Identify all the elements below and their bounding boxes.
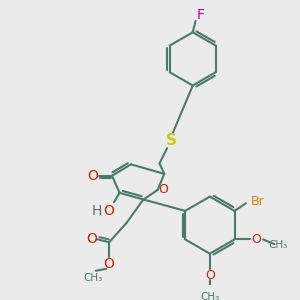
Text: H: H bbox=[92, 204, 102, 218]
Text: O: O bbox=[158, 184, 168, 196]
Text: O: O bbox=[104, 257, 115, 271]
Text: O: O bbox=[251, 233, 261, 246]
Text: F: F bbox=[196, 8, 204, 22]
Text: O: O bbox=[88, 169, 98, 183]
Text: S: S bbox=[165, 133, 176, 148]
Text: CH₃: CH₃ bbox=[268, 240, 288, 250]
Text: CH₃: CH₃ bbox=[83, 273, 103, 283]
Text: CH₃: CH₃ bbox=[200, 292, 220, 300]
Text: O: O bbox=[87, 232, 98, 246]
Text: O: O bbox=[103, 204, 114, 218]
Text: O: O bbox=[205, 269, 215, 282]
Text: Br: Br bbox=[250, 195, 264, 208]
